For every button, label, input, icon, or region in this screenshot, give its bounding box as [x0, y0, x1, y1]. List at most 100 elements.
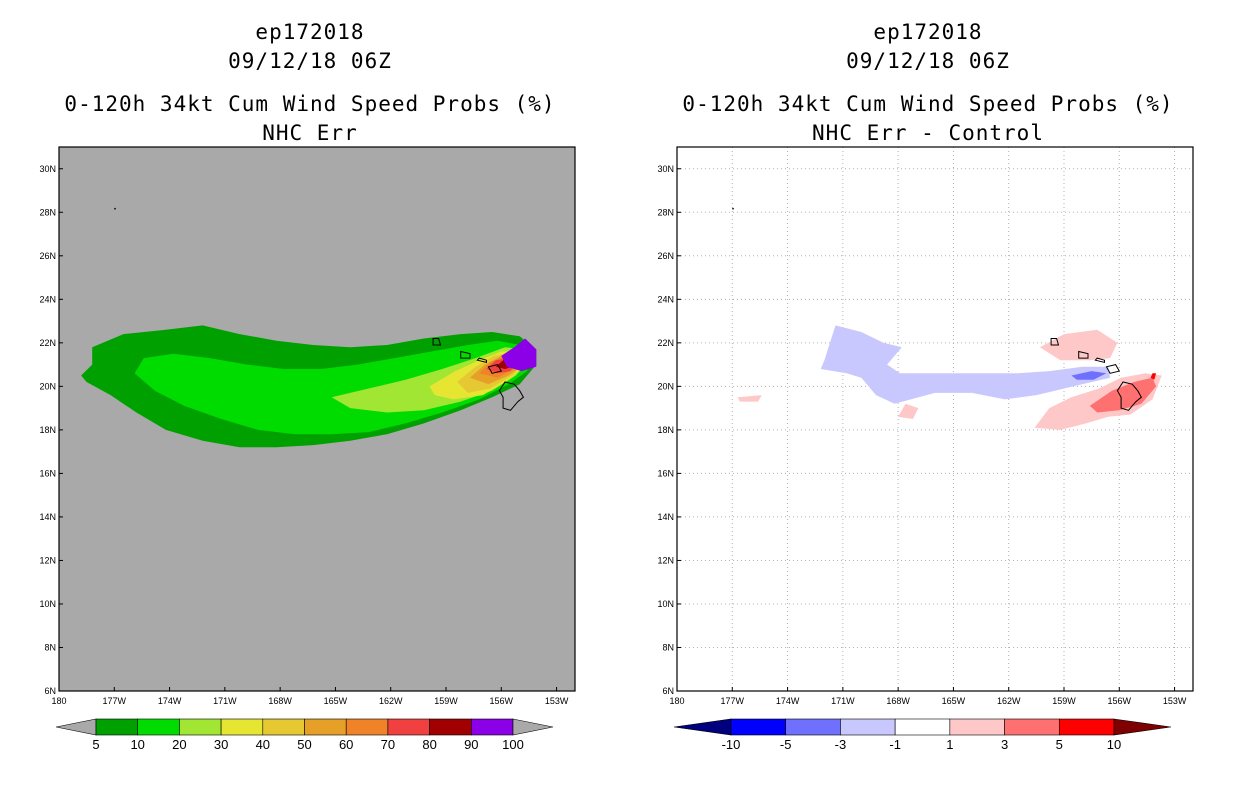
right-colorbar-label: 5	[1056, 737, 1063, 752]
right-y-tick-label: 26N	[657, 251, 674, 261]
right-colorbar-label: -10	[722, 737, 741, 752]
left-colorbar-label: 40	[256, 737, 270, 752]
left-atoll-dot	[114, 207, 116, 210]
left-x-tick-label: 171W	[213, 696, 237, 706]
left-x-tick-label: 162W	[379, 696, 403, 706]
right-title-line-4: NHC Err - Control	[812, 121, 1044, 145]
right-title-line-1: ep172018	[873, 20, 983, 44]
left-y-tick-label: 28N	[39, 207, 56, 217]
right-title-line-2: 09/12/18 06Z	[846, 49, 1010, 73]
left-colorbar-label: 60	[339, 737, 353, 752]
left-x-tick-label: 159W	[434, 696, 458, 706]
left-colorbar-swatch	[345, 718, 389, 736]
right-x-tick-label: 159W	[1052, 696, 1076, 706]
left-y-tick-label: 14N	[39, 512, 56, 522]
right-y-tick-label: 30N	[657, 164, 674, 174]
right-colorbar-swatch	[949, 718, 1005, 736]
right-x-tick-label: 168W	[886, 696, 910, 706]
right-x-tick-label: 180	[669, 696, 684, 706]
left-x-tick-label: 156W	[490, 696, 514, 706]
left-colorbar-label: 70	[381, 737, 395, 752]
left-colorbar-swatch	[304, 718, 347, 736]
left-colorbar-swatch	[95, 718, 139, 736]
right-hawaii-island-outline	[1078, 350, 1089, 359]
right-plot-frame	[676, 146, 1194, 692]
right-y-tick-label: 10N	[657, 599, 674, 609]
right-x-tick-label: 177W	[721, 696, 745, 706]
right-colorbar-label: 1	[946, 737, 953, 752]
left-map-panel: 180 177W 174W 171W 168W 165W 162W 159W 156W 153W 6…	[39, 146, 576, 706]
left-y-tick-label: 26N	[39, 251, 56, 261]
right-y-tick-label: 14N	[657, 512, 674, 522]
right-y-tick-label: 16N	[657, 468, 674, 478]
right-contour-3-region	[1089, 377, 1157, 413]
right-colorbar-swatch	[730, 718, 787, 736]
right-contour-minus3-region	[1071, 371, 1107, 380]
left-colorbar: 5 10 20 30 40 50 60 70 80 90 100	[55, 718, 554, 752]
right-y-tick-label: 18N	[657, 425, 674, 435]
right-hawaii-island-outline	[1050, 338, 1060, 346]
left-contour-90-region	[501, 338, 537, 372]
left-colorbar-swatch	[470, 718, 514, 736]
left-y-tick-label: 20N	[39, 381, 56, 391]
left-contour-10-region	[134, 340, 531, 435]
right-y-tick-label: 6N	[662, 686, 674, 696]
left-colorbar-swatch	[220, 718, 264, 736]
right-colorbar-label: -5	[780, 737, 792, 752]
left-colorbar-label: 100	[502, 737, 524, 752]
right-title-line-3: 0-120h 34kt Cum Wind Speed Probs (%)	[682, 92, 1174, 116]
left-x-tick-label: 165W	[324, 696, 348, 706]
left-y-tick-label: 6N	[44, 686, 56, 696]
right-colorbar-swatch	[1004, 718, 1060, 736]
left-hawaii-island-outline	[476, 357, 487, 364]
right-hawaii-island-outline	[1105, 364, 1121, 374]
right-contour-1-region	[1040, 329, 1118, 361]
left-title-line-3: 0-120h 34kt Cum Wind Speed Probs (%)	[64, 92, 556, 116]
left-colorbar-label: 20	[172, 737, 186, 752]
right-contour-1-region	[737, 395, 762, 402]
left-colorbar-swatch	[179, 718, 222, 736]
left-hawaii-island-outline	[498, 381, 525, 411]
right-x-tick-label: 153W	[1163, 696, 1187, 706]
left-y-tick-label: 24N	[39, 294, 56, 304]
right-contour-5-region	[1150, 373, 1157, 380]
left-colorbar-high-extend	[512, 718, 554, 736]
left-colorbar-swatch	[387, 718, 430, 736]
right-colorbar-label: 10	[1107, 737, 1121, 752]
right-y-tick-label: 22N	[657, 338, 674, 348]
right-x-tick-label: 156W	[1108, 696, 1132, 706]
left-y-tick-label: 22N	[39, 338, 56, 348]
left-y-tick-label: 12N	[39, 555, 56, 565]
right-colorbar-swatch	[840, 718, 896, 736]
left-title-line-4: NHC Err	[262, 121, 358, 145]
right-hawaii-island-outline	[1116, 381, 1143, 411]
left-x-tick-label: 177W	[103, 696, 127, 706]
left-colorbar-label: 90	[464, 737, 478, 752]
right-plot-background	[677, 147, 1193, 691]
right-y-tick-label: 24N	[657, 294, 674, 304]
left-x-tick-label: 153W	[545, 696, 569, 706]
left-hawaii-island-outline	[460, 350, 471, 359]
right-y-tick-label: 28N	[657, 207, 674, 217]
right-y-tick-label: 8N	[662, 642, 674, 652]
left-y-tick-label: 8N	[44, 642, 56, 652]
right-y-tick-label: 20N	[657, 381, 674, 391]
left-colorbar-low-extend	[55, 718, 97, 736]
left-colorbar-label: 50	[297, 737, 311, 752]
left-x-tick-label: 168W	[268, 696, 292, 706]
right-x-tick-label: 171W	[831, 696, 855, 706]
right-hawaii-island-outline	[1094, 357, 1105, 364]
right-colorbar: -10 -5 -3 -1 1 3 5 10	[673, 718, 1172, 752]
right-atoll-dot	[732, 207, 734, 210]
left-y-tick-label: 18N	[39, 425, 56, 435]
right-contour-1-region	[898, 403, 919, 419]
right-colorbar-high-extend	[1113, 718, 1172, 736]
left-title-line-2: 09/12/18 06Z	[228, 49, 392, 73]
left-x-tick-label: 174W	[158, 696, 182, 706]
left-y-tick-label: 16N	[39, 468, 56, 478]
right-colorbar-label: -3	[835, 737, 847, 752]
left-title-line-1: ep172018	[255, 20, 365, 44]
right-colorbar-label: -1	[889, 737, 901, 752]
left-y-tick-label: 10N	[39, 599, 56, 609]
right-colorbar-label: 3	[1001, 737, 1008, 752]
